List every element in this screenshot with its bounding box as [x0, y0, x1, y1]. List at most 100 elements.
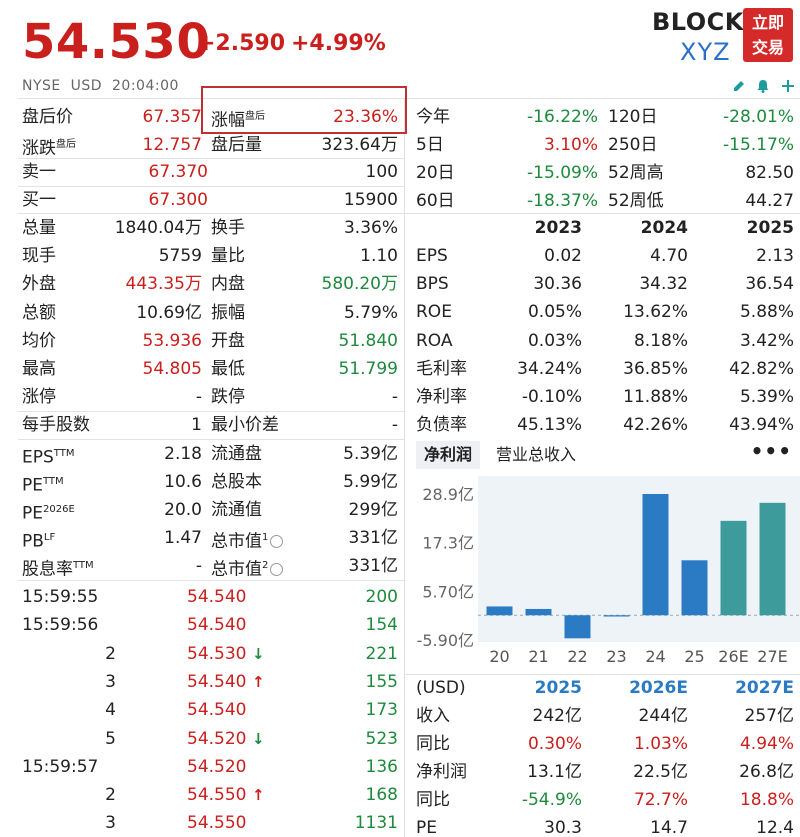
forecast-year: 2027E [735, 678, 794, 698]
label: 总量 [22, 218, 56, 238]
valuation-value: 20.0 [164, 500, 202, 520]
fundamental-value: 34.32 [639, 274, 688, 295]
x-tick-label: 20 [489, 647, 509, 666]
info-icon[interactable] [270, 535, 284, 549]
valuation-row: PBLF 1.47 总市值1 331亿 [22, 524, 398, 552]
fundamental-value: 0.03% [527, 330, 582, 351]
label: 最高 [22, 359, 56, 379]
label: 换手 [211, 218, 245, 238]
label: 负债率 [416, 415, 467, 436]
valuation-value: 5.39亿 [343, 444, 398, 464]
fundamentals-row: 净利率 -0.10% 11.88% 5.39% [416, 383, 794, 411]
divider [18, 158, 404, 159]
after-hours-row: 盘后价 67.357 涨幅盘后 23.36% [22, 103, 398, 131]
tick-qty: 155 [365, 671, 398, 692]
tick-qty: 221 [365, 643, 398, 664]
trade-now-button[interactable]: 立即 交易 [743, 8, 793, 62]
order-book-bid: 买一 67.300 15900 [22, 186, 398, 214]
performance-value: 44.27 [745, 191, 794, 211]
bell-icon[interactable] [755, 78, 771, 98]
chart-tabs: 净利润 营业总收入 ••• [408, 438, 800, 470]
info-icon[interactable] [270, 563, 284, 577]
chart-bar[interactable] [759, 502, 786, 616]
fundamentals-row: 负债率 45.13% 42.26% 43.94% [416, 411, 794, 439]
year-header: 2023 [534, 218, 582, 238]
label: 流通盘 [211, 444, 262, 464]
y-tick-label: 17.3亿 [422, 534, 474, 553]
quote-time: 20:04:00 [112, 78, 179, 94]
forecast-year: 2025 [534, 678, 582, 698]
divider [18, 98, 800, 99]
label: 跌停 [211, 387, 245, 408]
label: PE [416, 818, 437, 837]
label: 60日 [416, 191, 455, 211]
tick-row: 15:59:57 54.520 136 [22, 753, 398, 781]
performance-value: -18.37% [527, 191, 598, 211]
chart-bar[interactable] [486, 606, 513, 616]
fundamental-value: 42.26% [623, 415, 688, 436]
x-tick-label: 25 [684, 647, 704, 666]
edit-icon[interactable] [731, 78, 747, 98]
forecast-value: 244亿 [638, 706, 688, 726]
chart-bar[interactable] [681, 560, 708, 616]
tick-time: 5 [105, 728, 116, 749]
label: 同比 [416, 790, 450, 810]
label: 收入 [416, 706, 450, 726]
tick-time: 15:59:56 [22, 615, 99, 636]
performance-value: 82.50 [745, 163, 794, 183]
label: 120日 [608, 107, 658, 127]
fundamental-value: 3.42% [739, 330, 794, 351]
forecast-header: (USD) 2025 2026E 2027E [416, 674, 794, 702]
divider [18, 580, 404, 581]
forecast-value: 1.03% [633, 734, 688, 754]
label: 涨停 [22, 387, 56, 408]
label: 最低 [211, 359, 245, 379]
tick-time: 2 [105, 643, 116, 664]
tab-revenue[interactable]: 营业总收入 [496, 445, 577, 464]
stat-value: 3.36% [343, 218, 398, 238]
market-info: NYSE USD 20:04:00 [22, 78, 179, 94]
lot-row: 每手股数 1 最小价差 - [22, 411, 398, 439]
tick-time: 3 [105, 671, 116, 692]
label: 振幅 [211, 302, 245, 323]
chart-bar[interactable] [642, 494, 669, 616]
performance-value: -16.22% [527, 107, 598, 127]
valuation-value: 10.6 [164, 472, 202, 492]
arrow-down-icon: ↓ [252, 729, 265, 748]
more-icon[interactable]: ••• [750, 439, 792, 463]
stats-row: 总量 1840.04万 换手 3.36% [22, 214, 398, 242]
fundamental-value: 34.24% [517, 358, 582, 379]
fundamental-value: 8.18% [633, 330, 688, 351]
chart-bar[interactable] [564, 615, 591, 639]
fundamentals-row: EPS 0.02 4.70 2.13 [416, 242, 794, 270]
last-price: 54.530 [22, 14, 211, 70]
chart-bar[interactable] [525, 608, 552, 616]
tab-net-profit[interactable]: 净利润 [416, 441, 481, 469]
forecast-value: 257亿 [744, 706, 794, 726]
label: 均价 [22, 330, 56, 351]
label: 卖一 [22, 162, 56, 182]
fundamental-value: 2.13 [756, 246, 794, 266]
chart-bar[interactable] [720, 520, 747, 616]
fundamental-value: 13.62% [623, 302, 688, 323]
year-header: 2024 [640, 218, 688, 238]
add-icon[interactable] [780, 78, 796, 98]
label: 盘后量 [211, 135, 262, 155]
stat-value: - [391, 387, 398, 408]
tick-price: 54.530 [187, 643, 247, 664]
tick-price: 54.520 [187, 728, 247, 749]
stat-value: 1840.04万 [114, 218, 202, 238]
label: PETTM [22, 475, 64, 496]
label: 毛利率 [416, 358, 467, 379]
after-hours-price: 67.357 [142, 107, 202, 127]
tick-row: 5 54.520 ↓ 523 [22, 725, 398, 753]
fundamental-value: 36.54 [745, 274, 794, 295]
label: 20日 [416, 163, 455, 183]
ask-qty: 100 [365, 162, 398, 182]
valuation-value: - [195, 556, 202, 576]
label: 总市值1 [211, 524, 284, 556]
chart-bar[interactable] [603, 615, 630, 617]
tick-qty: 1131 [354, 813, 398, 834]
valuation-row: EPSTTM 2.18 流通盘 5.39亿 [22, 440, 398, 468]
label: ROA [416, 330, 453, 351]
